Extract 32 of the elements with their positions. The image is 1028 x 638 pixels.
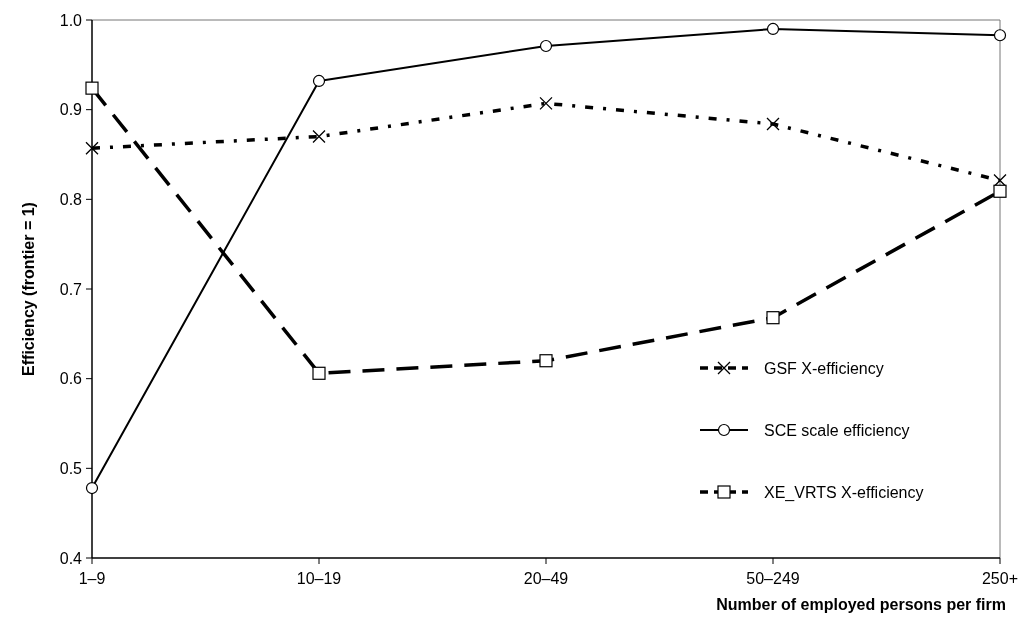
y-tick-label: 0.5 bbox=[59, 459, 83, 477]
y-tick-label: 0.6 bbox=[59, 370, 83, 388]
legend-label: GSF X-efficiency bbox=[764, 359, 884, 377]
point bbox=[539, 354, 553, 368]
x-tick-label: 50–249 bbox=[746, 570, 800, 587]
y-tick-label: 1.0 bbox=[59, 11, 83, 29]
legend-label: SCE scale efficiency bbox=[764, 421, 910, 439]
point bbox=[993, 29, 1007, 42]
point bbox=[766, 117, 780, 131]
point bbox=[539, 96, 553, 111]
x-tick-label: 20–49 bbox=[523, 570, 569, 587]
point bbox=[993, 173, 1007, 188]
point bbox=[312, 74, 326, 88]
y-tick-label: 0.4 bbox=[59, 549, 83, 567]
y-tick-label: 0.7 bbox=[59, 280, 83, 298]
point bbox=[993, 184, 1007, 198]
point bbox=[85, 481, 99, 495]
legend-label: XE_VRTS X-efficiency bbox=[764, 483, 924, 502]
x-tick-label: 1–9 bbox=[78, 570, 106, 587]
point bbox=[85, 141, 99, 155]
x-tick-label: 10–19 bbox=[296, 570, 342, 587]
point bbox=[312, 129, 326, 144]
y-tick-label: 0.8 bbox=[59, 190, 83, 208]
point bbox=[766, 22, 780, 36]
y-tick-label: 0.9 bbox=[59, 101, 83, 119]
point bbox=[312, 366, 326, 380]
y-axis-title: Efficiency (frontier = 1) bbox=[20, 202, 37, 376]
point bbox=[766, 311, 780, 325]
point bbox=[539, 39, 553, 53]
x-axis-title: Number of employed persons per firm bbox=[716, 596, 1006, 613]
point bbox=[85, 81, 99, 95]
x-tick-label: 250+ bbox=[981, 570, 1019, 587]
